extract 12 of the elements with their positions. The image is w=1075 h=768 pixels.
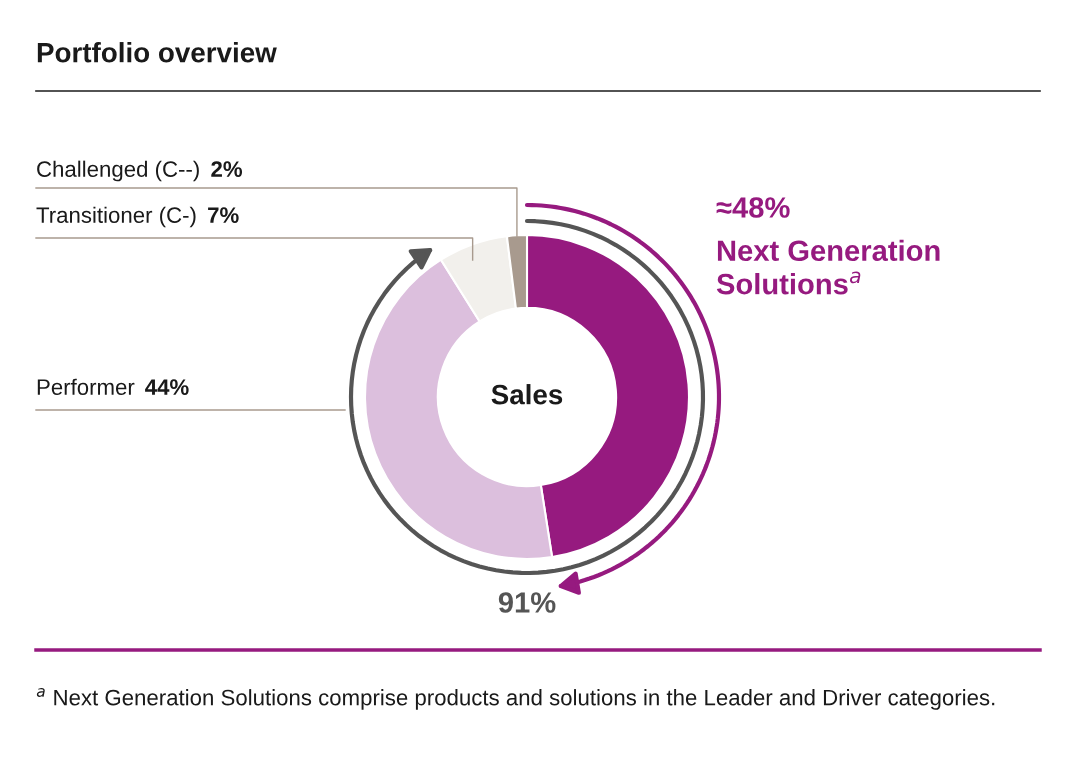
- text: 91%: [498, 592, 556, 613]
- data-label: 44%: [145, 379, 189, 395]
- data-label: 7%: [208, 207, 239, 223]
- text: Sales: [491, 384, 563, 405]
- slice-label: Performer: [37, 378, 135, 395]
- slice-label: Next Generation Solutions$^{a}$: [716, 239, 940, 295]
- slice-label: Challenged (C--): [37, 160, 199, 182]
- chart-title: Portfolio overview: [37, 42, 277, 63]
- text: $^{a}$ Next Generation Solutions comprise products and solutions in the Leader and Driver categories.: [36, 688, 995, 710]
- slice-label: Transitioner (C-): [36, 206, 196, 228]
- data-label: 2%: [211, 161, 243, 177]
- data-label: ≈48%: [716, 197, 790, 218]
